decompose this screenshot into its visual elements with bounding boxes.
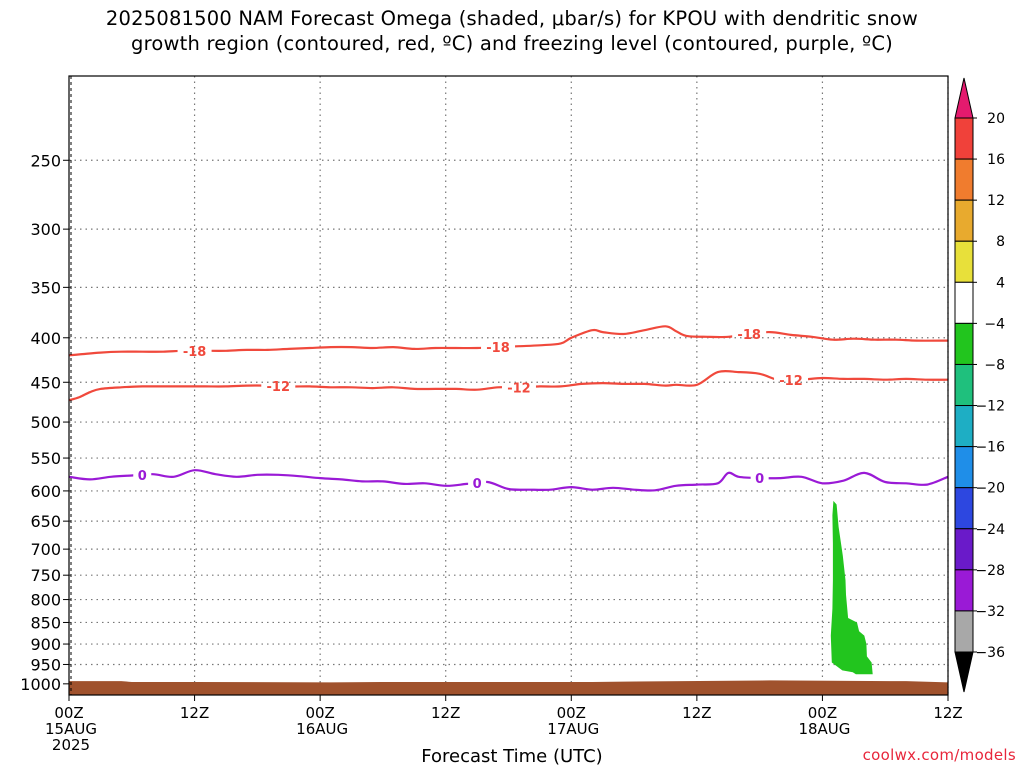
colorbar-label: −12 xyxy=(975,399,1005,415)
x-tick-label: 00Z xyxy=(305,704,334,722)
contour-label: 0 xyxy=(138,469,147,484)
plot-border xyxy=(68,75,949,696)
y-axis: 250 300 350 400 450 500 550 600 650 700 750 800 850 9… xyxy=(20,151,69,694)
x-tick-label: 12Z xyxy=(180,704,209,722)
colorbar: 20 16 12 8 4 −4 −8 −12 −16 −20 −24 −28 −32 −36 xyxy=(954,77,1005,693)
x-tick-label: 00Z xyxy=(557,704,586,722)
colorbar-label: 20 xyxy=(987,111,1005,127)
contour-label: 0 xyxy=(473,477,482,492)
plot-frame xyxy=(68,75,949,696)
contour-label: -18 xyxy=(486,341,510,356)
x-tick-label: 12Z xyxy=(682,704,711,722)
credit-link[interactable]: coolwx.com/models xyxy=(862,746,1016,764)
contour-label: -12 xyxy=(267,380,291,395)
colorbar-label: −32 xyxy=(975,604,1005,620)
title-line-1: 2025081500 NAM Forecast Omega (shaded, μ… xyxy=(105,7,919,30)
contour-label: -12 xyxy=(507,381,531,396)
colorbar-label: 8 xyxy=(996,234,1005,250)
terrain-fill xyxy=(69,680,948,695)
colorbar-label: 4 xyxy=(996,275,1005,291)
title-line-2: growth region (contoured, red, ºC) and f… xyxy=(131,32,893,55)
y-tick-label: 850 xyxy=(30,613,61,632)
x-tick-label: 12Z xyxy=(431,704,460,722)
colorbar-label: −20 xyxy=(975,481,1005,497)
y-tick-label: 600 xyxy=(30,482,61,501)
colorbar-box xyxy=(954,446,974,489)
y-tick-label: 750 xyxy=(30,566,61,585)
colorbar-box xyxy=(954,322,974,365)
contour-label: -18 xyxy=(183,345,207,360)
colorbar-label: −28 xyxy=(975,563,1005,579)
x-tick-label: 15AUG xyxy=(45,720,97,738)
x-tick-label: 00Z xyxy=(54,704,83,722)
contour-line-0 xyxy=(68,469,949,492)
x-tick-label: 12Z xyxy=(933,704,962,722)
y-tick-label: 300 xyxy=(30,220,61,239)
y-tick-label: 400 xyxy=(30,329,61,348)
colorbar-box xyxy=(954,528,974,571)
contour-label: 0 xyxy=(755,472,764,487)
omega-shading xyxy=(830,500,873,675)
omega-shaded-region xyxy=(830,500,873,675)
colorbar-box xyxy=(954,405,974,448)
y-tick-label: 650 xyxy=(30,512,61,531)
y-tick-label: 350 xyxy=(30,278,61,297)
colorbar-box xyxy=(954,363,974,407)
colorbar-top-triangle xyxy=(954,77,974,119)
y-tick-label: 450 xyxy=(30,373,61,392)
colorbar-label: −24 xyxy=(975,522,1005,538)
colorbar-box xyxy=(954,569,974,612)
contour-lines: -18 -18 -18 -12 -12 -12 0 0 0 xyxy=(68,325,949,492)
y-tick-label: 900 xyxy=(30,635,61,654)
contour-line--12 xyxy=(68,369,949,402)
x-tick-label: 00Z xyxy=(808,704,837,722)
colorbar-label: −16 xyxy=(975,440,1005,456)
contour-label: -18 xyxy=(737,328,761,343)
colorbar-box xyxy=(954,240,974,283)
x-tick-label: 18AUG xyxy=(798,720,850,738)
y-tick-label: 700 xyxy=(30,540,61,559)
x-axis-title: Forecast Time (UTC) xyxy=(421,746,603,767)
colorbar-label: −4 xyxy=(984,316,1005,332)
colorbar-label: −8 xyxy=(984,357,1005,373)
x-tick-label: 17AUG xyxy=(547,720,599,738)
chart-title: 2025081500 NAM Forecast Omega (shaded, μ… xyxy=(0,6,1024,56)
contour-line--18 xyxy=(68,325,949,357)
colorbar-box xyxy=(954,487,974,530)
y-tick-label: 500 xyxy=(30,413,61,432)
colorbar-box xyxy=(954,610,974,653)
x-tick-label: 16AUG xyxy=(296,720,348,738)
x-tick-label: 2025 xyxy=(52,736,90,754)
colorbar-label: 12 xyxy=(987,193,1005,209)
terrain-layer xyxy=(69,680,948,695)
y-tick-label: 550 xyxy=(30,449,61,468)
colorbar-label: −36 xyxy=(975,645,1005,661)
colorbar-box xyxy=(954,117,974,160)
y-tick-label: 950 xyxy=(30,655,61,674)
contour-label: -12 xyxy=(779,374,803,389)
y-tick-label: 800 xyxy=(30,591,61,610)
colorbar-box xyxy=(954,281,974,324)
colorbar-bottom-triangle xyxy=(954,651,974,693)
y-tick-label: 250 xyxy=(30,151,61,170)
colorbar-box xyxy=(954,158,974,201)
y-tick-label: 1000 xyxy=(20,675,61,694)
colorbar-box xyxy=(954,199,974,242)
colorbar-label: 16 xyxy=(987,152,1005,168)
